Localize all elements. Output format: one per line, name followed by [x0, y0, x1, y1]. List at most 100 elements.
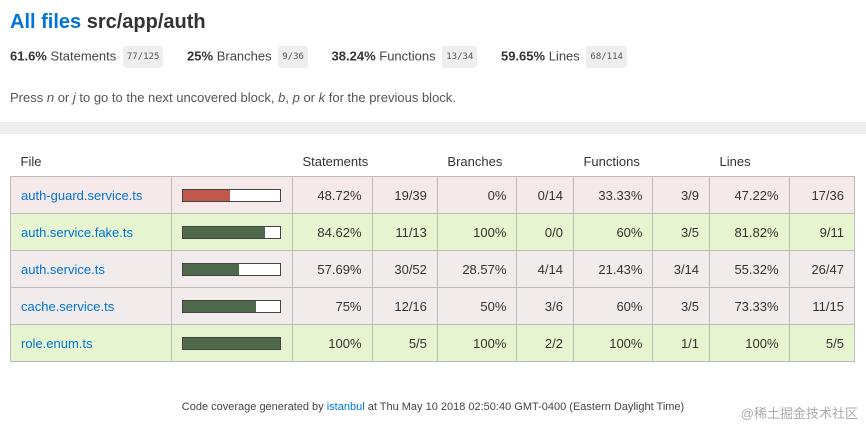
file-link[interactable]: auth-guard.service.ts [21, 187, 143, 203]
coverage-bar [182, 225, 281, 239]
lines-frac-cell: 11/15 [788, 287, 856, 325]
summary-statements: 61.6% Statements 77/125 [10, 46, 164, 68]
header-statements[interactable]: Statements [302, 153, 369, 169]
branches-pct-cell: 28.57% [436, 250, 518, 288]
header-branches[interactable]: Branches [447, 153, 503, 169]
file-link[interactable]: auth.service.fake.ts [21, 224, 133, 240]
table-row: auth-guard.service.ts 48.72% 19/39 0% 0/14 33… [10, 176, 856, 214]
watermark: @稀土掘金技术社区 [740, 406, 858, 421]
istanbul-link[interactable]: istanbul [326, 401, 365, 413]
current-path: src/app/auth [86, 11, 206, 33]
coverage-bar-cell [171, 176, 293, 214]
page-header: All files src/app/auth 61.6% Statements … [0, 0, 866, 105]
coverage-bar [182, 262, 281, 276]
table-row: auth.service.fake.ts 84.62% 11/13 100% 0/0 60… [10, 213, 856, 251]
branches-pct-cell: 100% [436, 213, 518, 251]
functions-pct: 38.24% [331, 48, 376, 64]
functions-fraction: 13/34 [442, 46, 478, 68]
summary-branches: 25% Branches 9/36 [187, 46, 308, 68]
file-cell: auth.service.fake.ts [10, 213, 172, 251]
file-cell: cache.service.ts [10, 287, 172, 325]
branches-frac-cell: 0/0 [516, 213, 574, 251]
functions-pct-cell: 60% [572, 287, 654, 325]
functions-frac-cell: 3/5 [652, 213, 711, 251]
lines-pct-cell: 47.22% [709, 176, 790, 214]
lines-frac-cell: 9/11 [788, 213, 856, 251]
statements-frac-cell: 5/5 [371, 324, 438, 362]
lines-frac-cell: 26/47 [788, 250, 856, 288]
functions-pct-cell: 21.43% [572, 250, 654, 288]
statements-frac-cell: 30/52 [371, 250, 438, 288]
statements-frac-cell: 19/39 [371, 176, 438, 214]
statements-frac-cell: 12/16 [371, 287, 438, 325]
lines-fraction: 68/114 [586, 46, 627, 68]
statements-pct-cell: 75% [292, 287, 373, 325]
coverage-bar-cell [171, 250, 293, 288]
table-row: role.enum.ts 100% 5/5 100% 2/2 100% 1/1 100% 5/5 [10, 324, 856, 362]
file-cell: auth.service.ts [10, 250, 172, 288]
coverage-bar-fill [183, 337, 280, 349]
lines-label: Lines [548, 48, 580, 64]
branches-label: Branches [216, 48, 272, 64]
functions-frac-cell: 1/1 [652, 324, 711, 362]
coverage-summary: 61.6% Statements 77/125 25% Branches 9/3… [10, 46, 856, 68]
functions-pct-cell: 33.33% [572, 176, 654, 214]
branches-pct-cell: 50% [436, 287, 518, 325]
statements-pct-cell: 48.72% [292, 176, 373, 214]
file-link[interactable]: cache.service.ts [21, 298, 115, 314]
header-lines[interactable]: Lines [719, 153, 751, 169]
lines-pct-cell: 100% [709, 324, 790, 362]
lines-frac-cell: 17/36 [788, 176, 856, 214]
footer: Code coverage generated by istanbul at T… [181, 401, 685, 413]
lines-pct: 59.65% [500, 48, 546, 64]
statements-frac-cell: 11/13 [371, 213, 438, 251]
coverage-bar-cell [171, 287, 293, 325]
statements-pct-cell: 100% [292, 324, 373, 362]
page-title: All files src/app/auth [10, 10, 856, 34]
all-files-link[interactable]: All files [10, 11, 82, 33]
branches-pct-cell: 100% [436, 324, 518, 362]
lines-pct-cell: 81.82% [709, 213, 790, 251]
table-header-row: File Statements Branches Functions Lines [11, 146, 855, 177]
functions-frac-cell: 3/5 [652, 287, 711, 325]
file-link[interactable]: auth.service.ts [21, 261, 105, 277]
branches-fraction: 9/36 [278, 46, 308, 68]
functions-pct-cell: 100% [572, 324, 654, 362]
branches-frac-cell: 0/14 [516, 176, 574, 214]
branches-frac-cell: 4/14 [516, 250, 574, 288]
file-cell: role.enum.ts [10, 324, 172, 362]
header-functions[interactable]: Functions [583, 153, 640, 169]
branches-frac-cell: 3/6 [516, 287, 574, 325]
file-cell: auth-guard.service.ts [10, 176, 172, 214]
coverage-bar-fill [183, 263, 239, 275]
statements-pct-cell: 84.62% [292, 213, 373, 251]
coverage-table: File Statements Branches Functions Lines… [10, 146, 856, 362]
functions-frac-cell: 3/9 [652, 176, 711, 214]
statements-fraction: 77/125 [122, 46, 164, 68]
lines-frac-cell: 5/5 [788, 324, 856, 362]
branches-pct: 25% [187, 48, 214, 64]
summary-functions: 38.24% Functions 13/34 [332, 46, 478, 68]
statements-pct-cell: 57.69% [292, 250, 373, 288]
coverage-bar-fill [183, 189, 231, 201]
functions-label: Functions [379, 48, 436, 64]
coverage-bar-fill [183, 300, 256, 312]
coverage-bar-cell [171, 213, 293, 251]
statements-pct: 61.6% [10, 48, 47, 64]
header-bar[interactable] [172, 146, 293, 177]
coverage-bar-cell [171, 324, 293, 362]
header-file[interactable]: File [20, 153, 42, 169]
lines-pct-cell: 55.32% [709, 250, 790, 288]
file-link[interactable]: role.enum.ts [21, 335, 93, 351]
coverage-bar [182, 336, 281, 350]
branches-pct-cell: 0% [436, 176, 518, 214]
keyboard-hint: Press n or j to go to the next uncovered… [10, 90, 456, 105]
functions-pct-cell: 60% [572, 213, 654, 251]
coverage-bar [182, 188, 281, 202]
section-divider [0, 122, 866, 134]
functions-frac-cell: 3/14 [652, 250, 711, 288]
lines-pct-cell: 73.33% [709, 287, 790, 325]
summary-lines: 59.65% Lines 68/114 [501, 46, 627, 68]
statements-label: Statements [50, 48, 117, 64]
coverage-bar [182, 299, 281, 313]
